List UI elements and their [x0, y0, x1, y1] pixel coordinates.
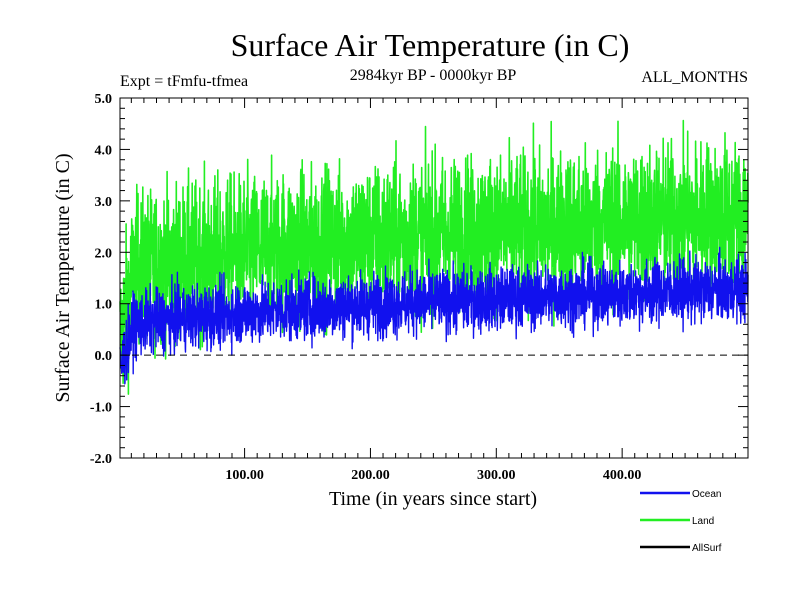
- plot-frame: [119, 97, 749, 459]
- y-tick-label: 5.0: [95, 92, 113, 107]
- x-tick-label: 400.00: [603, 468, 642, 483]
- y-tick-label: 2.0: [95, 246, 113, 261]
- x-tick-label: 300.00: [477, 468, 516, 483]
- series-ocean-path: [119, 246, 749, 385]
- y-axis-label: Surface Air Temperature (in C): [52, 153, 74, 402]
- y-tick-label: 4.0: [95, 143, 113, 158]
- months-label: ALL_MONTHS: [641, 69, 748, 86]
- y-tick-label: -2.0: [90, 452, 112, 467]
- y-tick-label: 1.0: [95, 298, 113, 313]
- y-tick-label: 3.0: [95, 195, 113, 210]
- series-ocean-line: [119, 246, 749, 385]
- legend-label-land: Land: [692, 516, 714, 527]
- series-land-path: [119, 119, 749, 395]
- legend-label-allsurf: AllSurf: [692, 543, 722, 554]
- experiment-label: Expt = tFmfu-tfmea: [120, 73, 248, 90]
- legend-label-ocean: Ocean: [692, 489, 721, 500]
- legend: Ocean Land AllSurf: [640, 489, 722, 554]
- x-tick-label: 200.00: [351, 468, 390, 483]
- x-axis-label: Time (in years since start): [329, 488, 537, 510]
- y-tick-label: 0.0: [95, 349, 113, 364]
- axis-ticks: 100.00 200.00 300.00 400.00 -2.0 -1.0 0.0 1.0 2.…: [90, 92, 748, 483]
- chart-title: Surface Air Temperature (in C): [231, 27, 630, 63]
- period-label: 2984kyr BP - 0000kyr BP: [350, 67, 517, 84]
- series-land-line: [119, 119, 749, 395]
- plot-border: [119, 97, 749, 459]
- x-tick-label: 100.00: [225, 468, 264, 483]
- y-tick-label: -1.0: [90, 401, 112, 416]
